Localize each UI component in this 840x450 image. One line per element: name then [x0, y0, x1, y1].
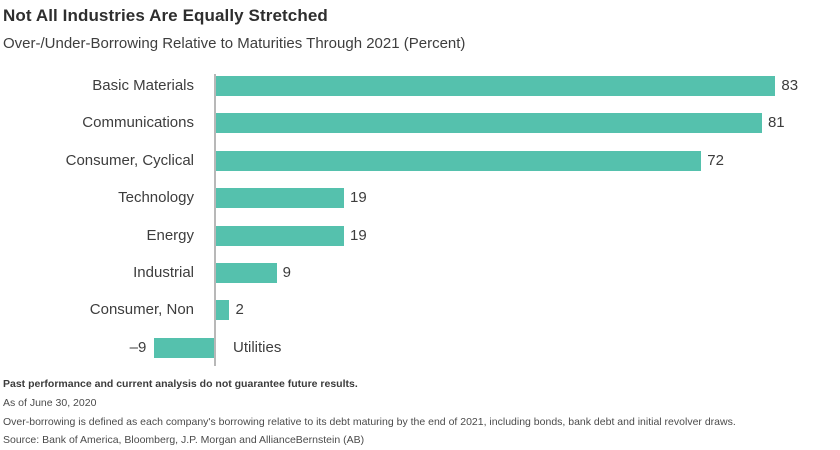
chart-subtitle: Over-/Under-Borrowing Relative to Maturi… — [3, 35, 466, 52]
bar — [216, 263, 277, 283]
category-label: Basic Materials — [92, 77, 194, 94]
chart-footnotes: Past performance and current analysis do… — [3, 375, 837, 450]
footnote-definition: Over-borrowing is defined as each compan… — [3, 415, 736, 428]
value-label: 19 — [350, 226, 367, 244]
bar — [216, 225, 345, 246]
bar — [154, 337, 215, 358]
bar — [216, 188, 345, 209]
value-label: 72 — [707, 151, 724, 169]
footnote-source: Source: Bank of America, Bloomberg, J.P.… — [3, 434, 365, 447]
value-label: 81 — [767, 114, 785, 132]
value-label: –9 — [129, 338, 147, 356]
value-label: 19 — [350, 189, 367, 207]
footnote-disclaimer: Past performance and current analysis do… — [3, 378, 358, 390]
footnote-as-of-date: As of June 30, 2020 — [3, 396, 97, 409]
value-label: 2 — [235, 301, 244, 319]
chart-header: Not All Industries Are Equally Stretched… — [3, 6, 465, 52]
category-label: Consumer, Non — [89, 301, 194, 319]
category-label: Consumer, Cyclical — [65, 151, 194, 169]
bar — [216, 300, 230, 321]
bar — [216, 150, 702, 171]
category-label: Communications — [82, 114, 194, 132]
bar — [216, 76, 776, 96]
bar — [216, 113, 762, 134]
value-label: 83 — [781, 77, 799, 94]
chart-title: Not All Industries Are Equally Stretched — [3, 6, 328, 25]
value-label: 9 — [282, 264, 291, 281]
zero-baseline-axis — [214, 74, 216, 366]
category-label: Industrial — [133, 264, 194, 281]
category-label: Utilities — [233, 338, 282, 356]
category-label: Technology — [118, 189, 194, 207]
category-label: Energy — [146, 226, 194, 244]
